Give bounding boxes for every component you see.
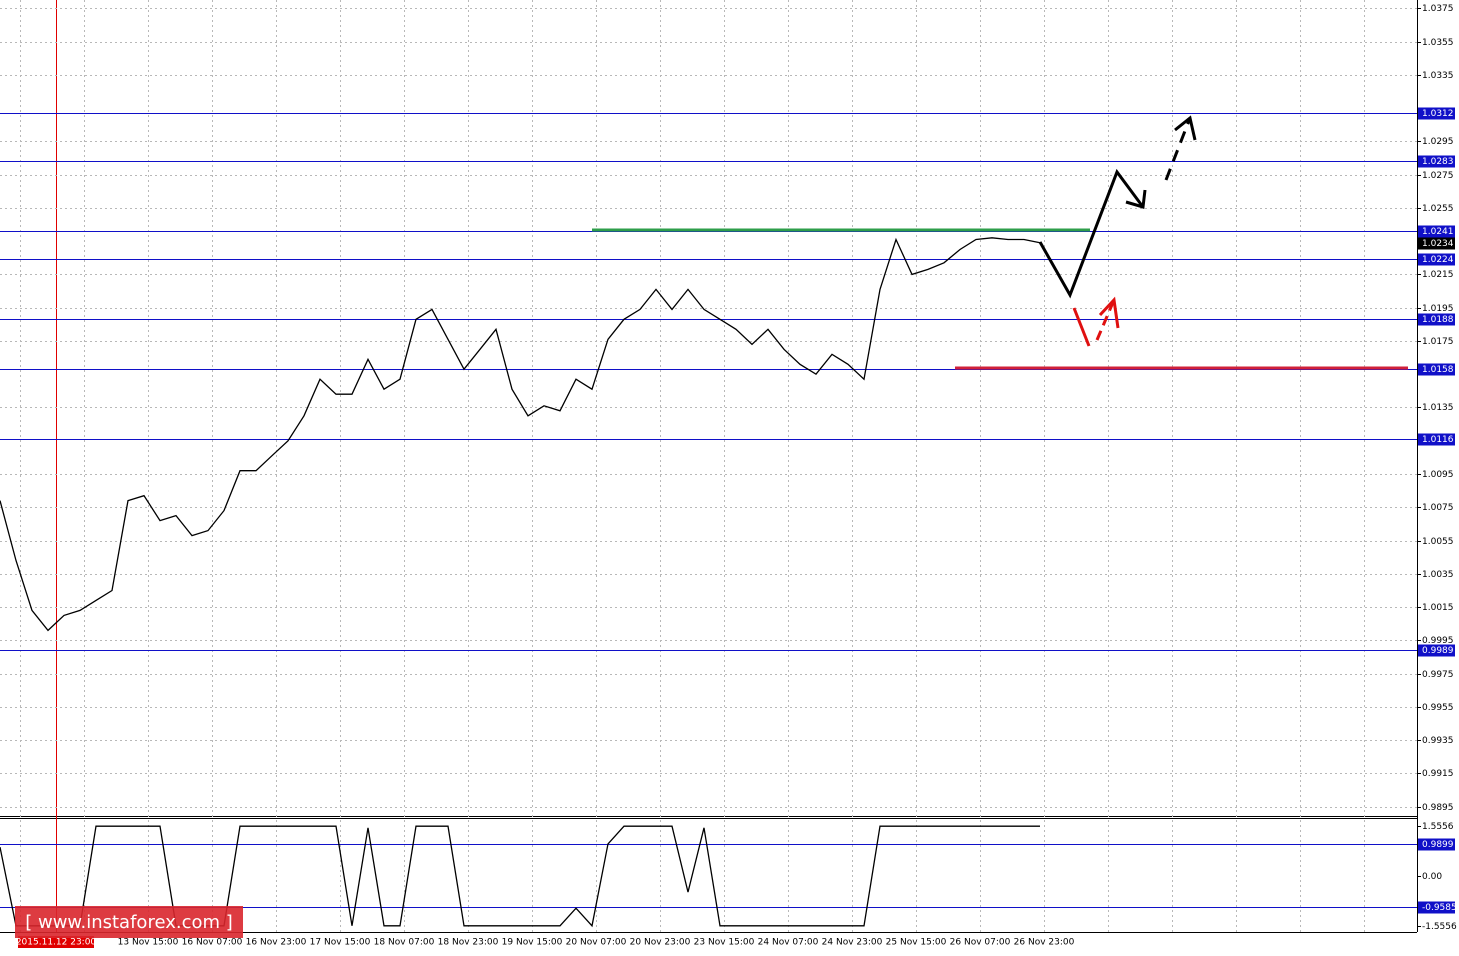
level-label-box [1418, 107, 1455, 120]
x-tick-label: 23 Nov 15:00 [694, 938, 755, 948]
level-label-box [1418, 901, 1455, 914]
level-label-box [1418, 155, 1455, 168]
y-tick-label: 0.9975 [1422, 670, 1454, 680]
x-tick-label: 20 Nov 23:00 [630, 938, 691, 948]
y-tick-label: 1.0275 [1422, 171, 1454, 181]
forecast-arrow-head [1125, 189, 1147, 209]
x-tick-label: 25 Nov 15:00 [886, 938, 947, 948]
forecast-arrow-head [1174, 115, 1197, 141]
x-tick-label: 16 Nov 07:00 [182, 938, 243, 948]
y-tick-label: 1.0255 [1422, 204, 1454, 214]
level-label: 1.0283 [1422, 157, 1454, 167]
level-label: 1.0158 [1422, 365, 1454, 375]
level-label-box [1418, 644, 1455, 657]
y-tick-label: 1.0355 [1422, 38, 1454, 48]
x-tick-label: 26 Nov 07:00 [950, 938, 1011, 948]
y-tick-label: 1.0295 [1422, 137, 1454, 147]
level-label-box [1418, 433, 1455, 446]
level-label: 1.0224 [1422, 255, 1454, 265]
y-tick-label: 1.0055 [1422, 537, 1454, 547]
y-tick-label: -1.5556 [1422, 922, 1457, 932]
y-tick-label: 0.9915 [1422, 769, 1454, 779]
watermark: [ www.instaforex.com ] [25, 912, 233, 933]
level-label: 1.0241 [1422, 227, 1454, 237]
y-tick-label: 0.9955 [1422, 703, 1454, 713]
forecast-arrow-dashed [1164, 117, 1192, 181]
y-tick-label: 1.0135 [1422, 403, 1454, 413]
y-tick-label: 1.5556 [1422, 822, 1454, 832]
y-tick-label: 1.0195 [1422, 304, 1454, 314]
level-label: 0.9989 [1422, 646, 1454, 656]
current-price-box [1418, 237, 1455, 250]
level-label: 1.0116 [1422, 435, 1454, 445]
y-tick-label: 1.0215 [1422, 270, 1454, 280]
level-label: 1.0312 [1422, 109, 1454, 119]
y-tick-label: 1.0015 [1422, 603, 1454, 613]
y-tick-label: 1.0075 [1422, 503, 1454, 513]
level-label: -0.9585 [1422, 903, 1457, 913]
level-label-box [1418, 313, 1455, 326]
y-tick-label: 0.9935 [1422, 736, 1454, 746]
x-tick-label: 19 Nov 15:00 [502, 938, 563, 948]
highlight-label: 2015.11.12 23:00 [16, 938, 97, 948]
y-tick-label: 0.9995 [1422, 636, 1454, 646]
x-tick-label: 20 Nov 07:00 [566, 938, 627, 948]
current-price: 1.0234 [1422, 239, 1454, 249]
alt-forecast-arrow [1072, 307, 1091, 347]
x-tick-label: 24 Nov 23:00 [822, 938, 883, 948]
x-tick-label: 13 Nov 15:00 [118, 938, 179, 948]
level-label-box [1418, 838, 1455, 851]
level-label-box [1418, 363, 1455, 376]
y-tick-label: 1.0375 [1422, 4, 1454, 14]
y-tick-label: 0.9895 [1422, 803, 1454, 813]
y-tick-label: 1.0095 [1422, 470, 1454, 480]
x-tick-label: 18 Nov 23:00 [438, 938, 499, 948]
x-tick-label: 17 Nov 15:00 [310, 938, 371, 948]
x-tick-label: 18 Nov 07:00 [374, 938, 435, 948]
watermark-box [15, 906, 243, 938]
y-tick-label: 1.0035 [1422, 570, 1454, 580]
x-tick-label: 24 Nov 07:00 [758, 938, 819, 948]
alt-forecast-arrow-head [1098, 296, 1120, 329]
plot-background [0, 0, 1417, 932]
y-tick-label: 0.00 [1422, 872, 1442, 882]
level-label-box [1418, 253, 1455, 266]
level-label-box [1418, 225, 1455, 238]
y-tick-label: 1.0175 [1422, 337, 1454, 347]
level-label: 0.9899 [1422, 840, 1454, 850]
x-tick-label: 26 Nov 23:00 [1014, 938, 1075, 948]
highlight-box [18, 936, 94, 948]
y-tick-label: 1.0335 [1422, 71, 1454, 81]
x-tick-label: 16 Nov 23:00 [246, 938, 307, 948]
alt-forecast-arrow [1095, 299, 1116, 341]
level-label: 1.0188 [1422, 315, 1454, 325]
price-line [0, 237, 1041, 632]
forecast-arrow [1038, 168, 1145, 299]
